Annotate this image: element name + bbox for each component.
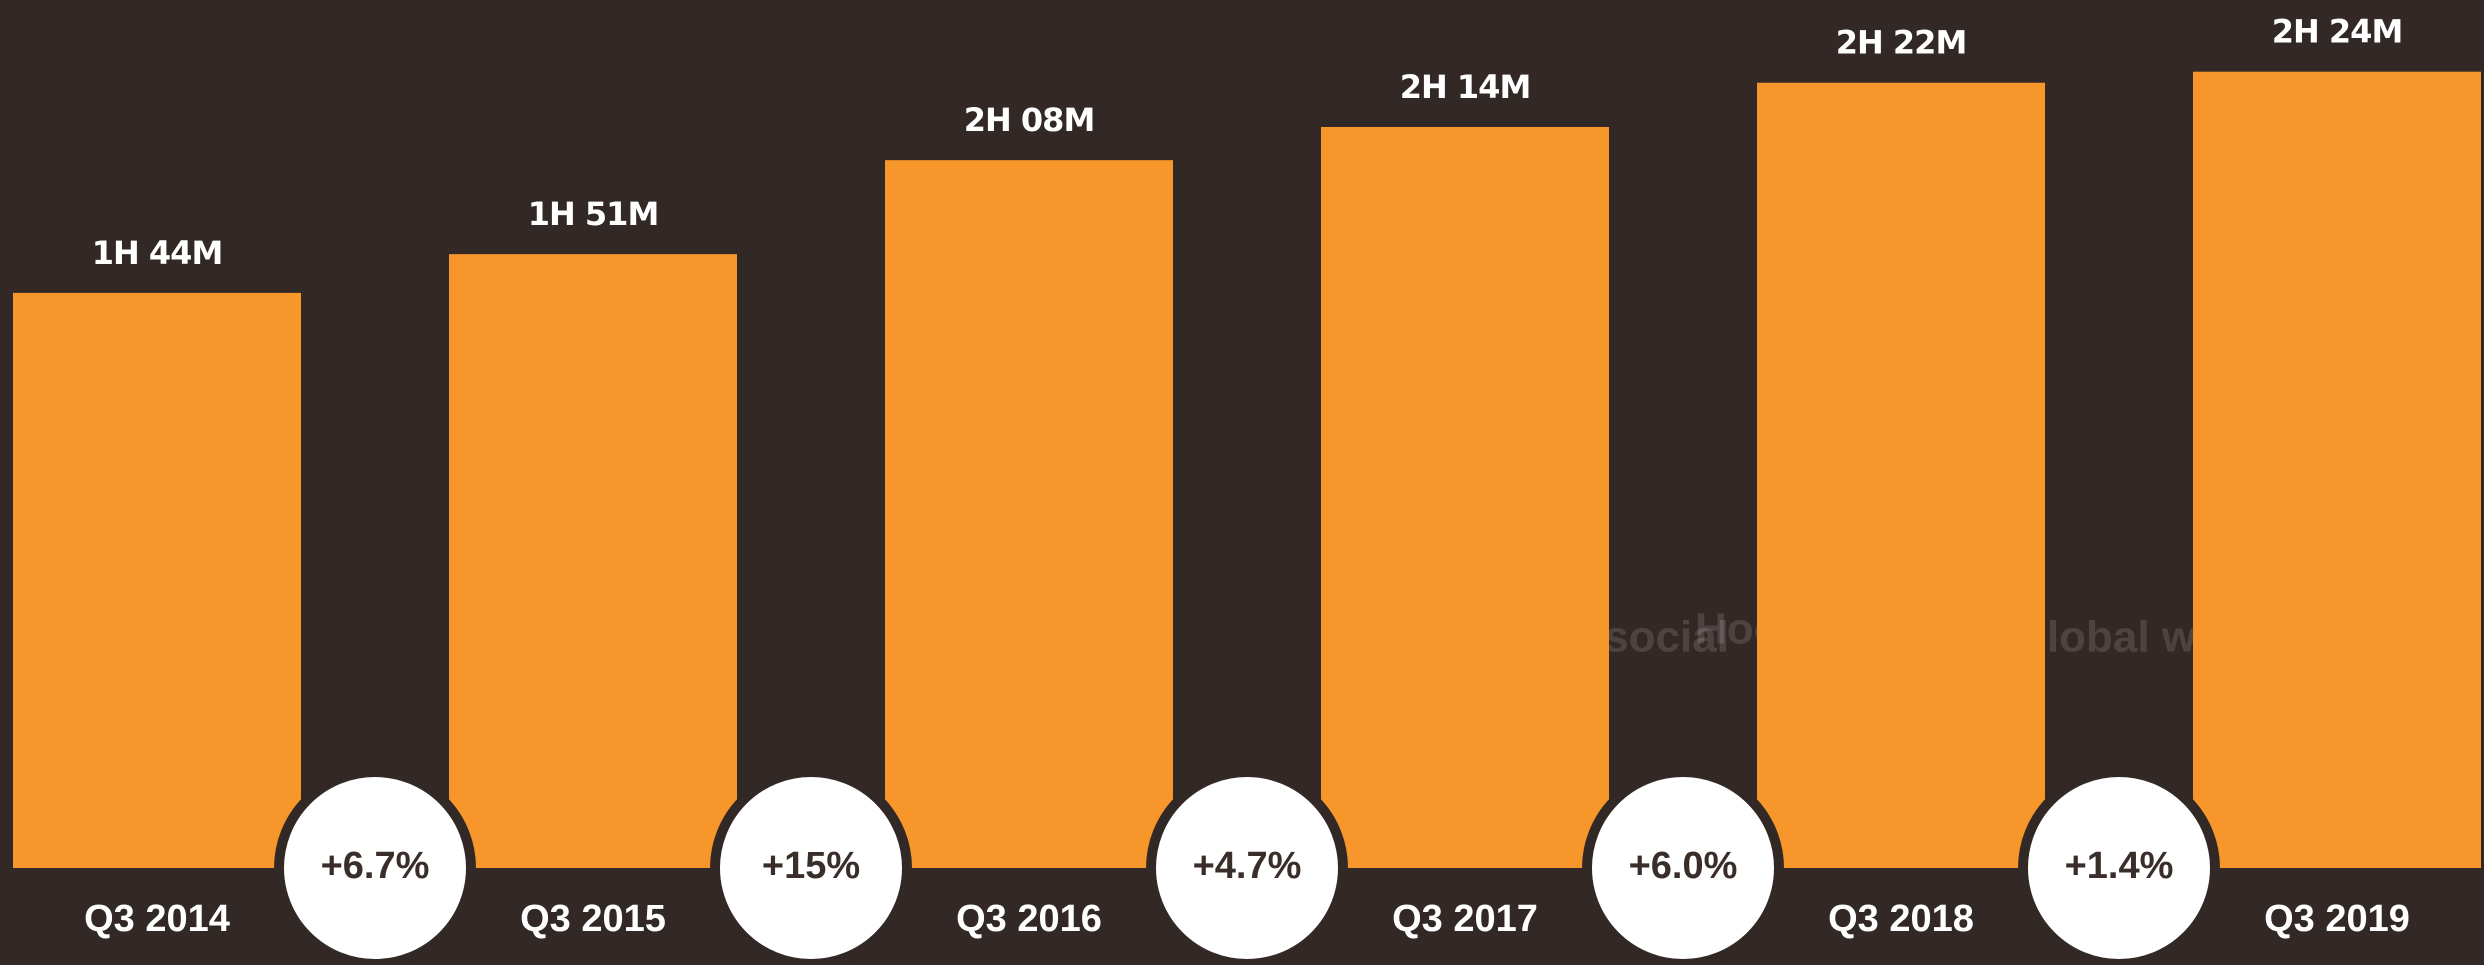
growth-label: +1.4%: [2065, 845, 2174, 887]
bar: [1321, 126, 1609, 869]
bar: [2193, 71, 2481, 869]
growth-badge: [274, 767, 476, 965]
growth-badge: [2018, 767, 2220, 965]
x-tick-label: Q3 2018: [1828, 898, 1974, 940]
x-tick-label: Q3 2014: [84, 898, 230, 940]
value-label: 2H 08M: [964, 101, 1095, 139]
x-tick-label: Q3 2017: [1392, 898, 1538, 940]
value-label: 1H 44M: [92, 234, 223, 272]
value-label: 2H 14M: [1400, 68, 1531, 106]
growth-badge: [1582, 767, 1784, 965]
x-tick-label: Q3 2015: [520, 898, 666, 940]
bar: [1757, 82, 2045, 869]
value-label: 2H 24M: [2272, 13, 2403, 51]
growth-label: +4.7%: [1193, 845, 1302, 887]
bar: [885, 160, 1173, 868]
value-label: 1H 51M: [528, 195, 659, 233]
growth-label: +15%: [762, 845, 860, 887]
x-tick-label: Q3 2016: [956, 898, 1102, 940]
value-label: 2H 22M: [1836, 24, 1967, 62]
growth-label: +6.7%: [321, 845, 430, 887]
x-tick-label: Q3 2019: [2264, 898, 2410, 940]
growth-badge: [710, 767, 912, 965]
growth-label: +6.0%: [1629, 845, 1738, 887]
growth-badge: [1146, 767, 1348, 965]
bar: [13, 292, 301, 868]
bar: [449, 254, 737, 869]
